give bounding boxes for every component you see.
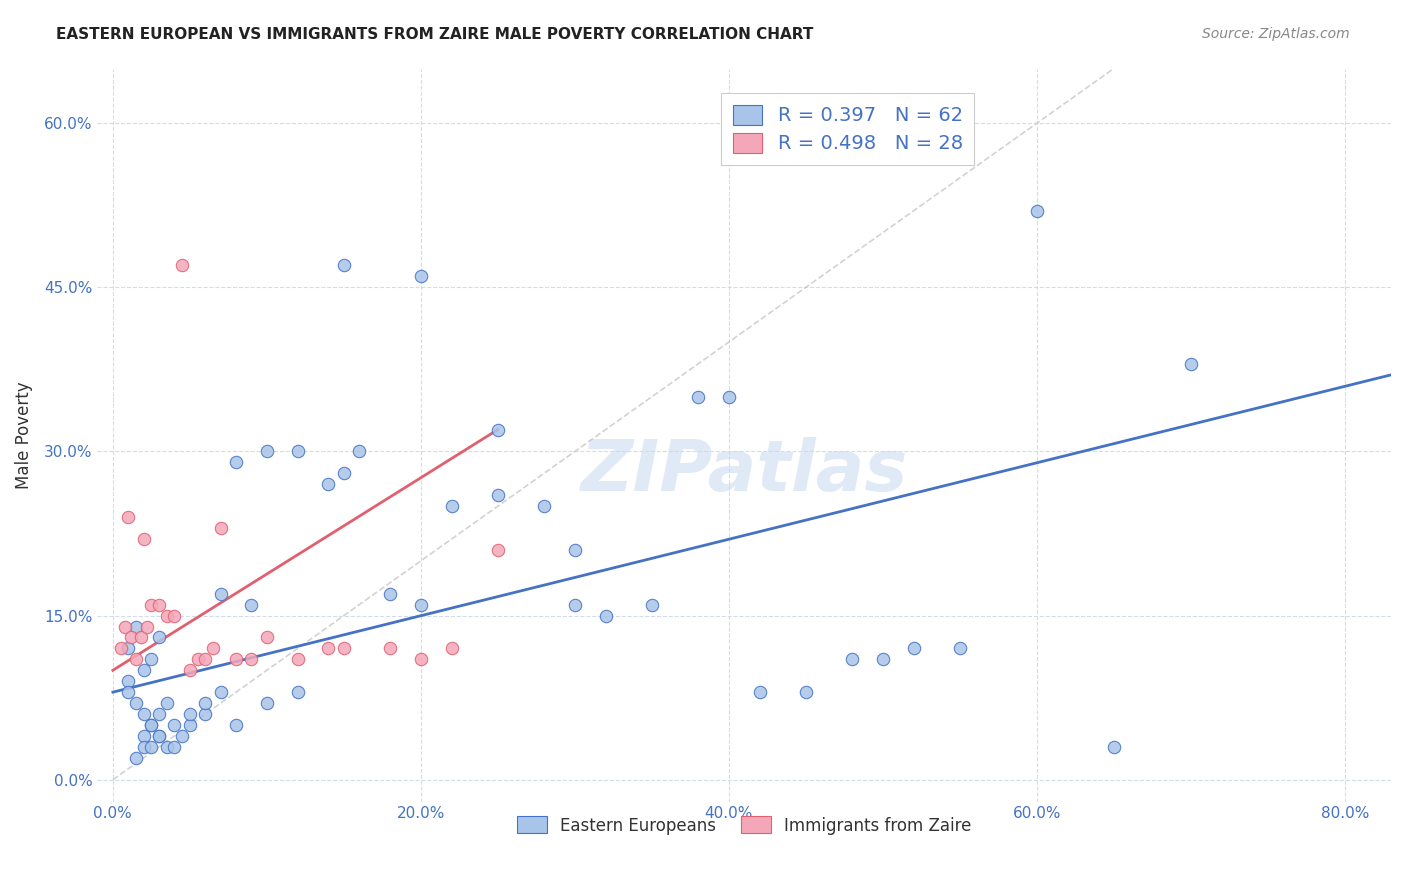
Point <box>378 641 401 656</box>
Point <box>486 423 509 437</box>
Point <box>156 739 179 754</box>
Point <box>256 444 278 458</box>
Point <box>564 598 586 612</box>
Point <box>318 641 340 656</box>
Point <box>117 510 139 524</box>
Point <box>132 706 155 721</box>
Point <box>225 718 247 732</box>
Point <box>378 587 401 601</box>
Point <box>125 751 148 765</box>
Point <box>120 631 142 645</box>
Point <box>117 641 139 656</box>
Point <box>209 587 232 601</box>
Point <box>440 641 463 656</box>
Point <box>1180 357 1202 371</box>
Point <box>141 652 163 666</box>
Point <box>148 598 170 612</box>
Point <box>194 696 217 710</box>
Point <box>409 269 432 284</box>
Point <box>287 685 309 699</box>
Point <box>141 718 163 732</box>
Y-axis label: Male Poverty: Male Poverty <box>15 381 32 489</box>
Point <box>125 619 148 633</box>
Point <box>533 499 555 513</box>
Point <box>172 729 194 743</box>
Point <box>194 652 217 666</box>
Point <box>287 652 309 666</box>
Point <box>486 488 509 502</box>
Point <box>872 652 894 666</box>
Point <box>114 619 136 633</box>
Point <box>318 477 340 491</box>
Point <box>172 259 194 273</box>
Point <box>187 652 209 666</box>
Point <box>903 641 925 656</box>
Point <box>129 631 152 645</box>
Point <box>125 696 148 710</box>
Point <box>163 718 186 732</box>
Point <box>717 390 740 404</box>
Point <box>163 608 186 623</box>
Text: EASTERN EUROPEAN VS IMMIGRANTS FROM ZAIRE MALE POVERTY CORRELATION CHART: EASTERN EUROPEAN VS IMMIGRANTS FROM ZAIR… <box>56 27 814 42</box>
Point <box>686 390 709 404</box>
Point <box>141 739 163 754</box>
Point <box>949 641 972 656</box>
Point <box>141 718 163 732</box>
Point <box>641 598 664 612</box>
Point <box>349 444 371 458</box>
Point <box>148 729 170 743</box>
Point <box>841 652 863 666</box>
Point <box>1025 203 1047 218</box>
Point <box>148 729 170 743</box>
Point <box>194 706 217 721</box>
Point <box>209 521 232 535</box>
Point <box>132 532 155 546</box>
Point <box>201 641 224 656</box>
Point <box>225 455 247 469</box>
Point <box>409 598 432 612</box>
Point <box>748 685 770 699</box>
Point <box>141 598 163 612</box>
Point <box>256 696 278 710</box>
Point <box>333 259 356 273</box>
Point <box>179 718 201 732</box>
Text: Source: ZipAtlas.com: Source: ZipAtlas.com <box>1202 27 1350 41</box>
Point <box>1102 739 1125 754</box>
Point <box>240 652 263 666</box>
Point <box>179 706 201 721</box>
Point <box>209 685 232 699</box>
Point <box>564 543 586 558</box>
Point <box>117 685 139 699</box>
Point <box>440 499 463 513</box>
Point <box>256 631 278 645</box>
Point <box>486 543 509 558</box>
Legend: Eastern Europeans, Immigrants from Zaire: Eastern Europeans, Immigrants from Zaire <box>506 806 981 845</box>
Point <box>156 608 179 623</box>
Point <box>117 674 139 689</box>
Point <box>148 631 170 645</box>
Point <box>287 444 309 458</box>
Point <box>163 739 186 754</box>
Point <box>148 706 170 721</box>
Point <box>333 641 356 656</box>
Point <box>240 598 263 612</box>
Point <box>156 696 179 710</box>
Point <box>125 652 148 666</box>
Point <box>110 641 132 656</box>
Point <box>132 729 155 743</box>
Point <box>595 608 617 623</box>
Point <box>132 663 155 677</box>
Text: ZIPatlas: ZIPatlas <box>581 437 908 506</box>
Point <box>132 739 155 754</box>
Point <box>333 467 356 481</box>
Point <box>409 652 432 666</box>
Point <box>225 652 247 666</box>
Point <box>135 619 157 633</box>
Point <box>179 663 201 677</box>
Point <box>794 685 817 699</box>
